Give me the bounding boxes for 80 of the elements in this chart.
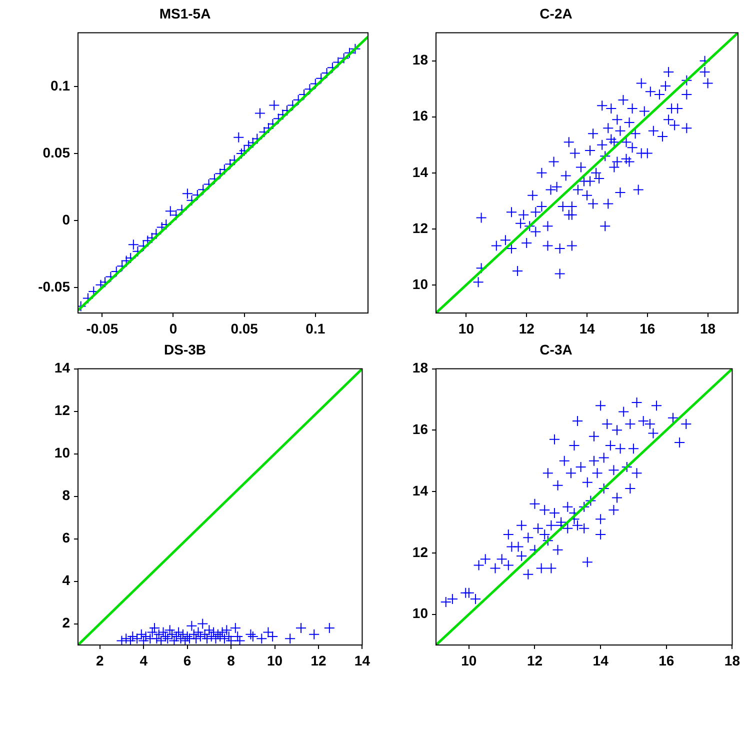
x-tick-label: 16 xyxy=(658,652,674,668)
x-tick-label: 6 xyxy=(183,652,192,668)
point xyxy=(304,84,316,95)
point xyxy=(252,133,263,144)
point xyxy=(238,145,250,156)
y-tick-label: 10 xyxy=(54,444,70,461)
point xyxy=(192,190,203,201)
y-tick-label: 4 xyxy=(62,572,70,588)
point xyxy=(82,292,94,304)
point xyxy=(350,43,361,54)
y-tick-label: 16 xyxy=(412,421,428,438)
point xyxy=(203,178,214,190)
point xyxy=(326,62,338,74)
x-tick-label: 8 xyxy=(227,652,236,668)
x-tick-label: 12 xyxy=(310,652,326,668)
y-tick-label: 12 xyxy=(412,544,428,560)
x-tick-label: 18 xyxy=(724,652,740,668)
point xyxy=(176,204,188,216)
chart-title: DS-3B xyxy=(164,341,206,358)
y-tick-label: 10 xyxy=(412,276,428,292)
x-tick-label: -0.05 xyxy=(86,320,118,336)
x-tick-label: 18 xyxy=(700,320,716,336)
point xyxy=(110,266,122,277)
point xyxy=(208,173,220,184)
x-tick-label: 12 xyxy=(526,652,543,668)
y-tick-label: 10 xyxy=(412,605,428,622)
x-tick-label: 10 xyxy=(458,320,474,336)
y-tick-label: 18 xyxy=(412,360,428,376)
x-tick-label: 10 xyxy=(461,652,477,668)
x-tick-label: 12 xyxy=(518,320,535,336)
y-tick-label: 6 xyxy=(62,530,70,546)
point xyxy=(228,154,240,166)
y-tick-label: 0 xyxy=(62,211,70,228)
y-tick-label: 8 xyxy=(62,487,70,504)
point xyxy=(160,219,172,230)
y-tick-label: 0.05 xyxy=(42,144,70,160)
point xyxy=(292,94,304,106)
x-tick-label: 4 xyxy=(140,652,148,668)
x-tick-label: 14 xyxy=(354,652,370,668)
point xyxy=(344,47,356,58)
y-tick-label: 18 xyxy=(412,52,428,68)
point xyxy=(310,78,321,90)
chart-title: C-2A xyxy=(540,5,572,22)
point xyxy=(146,232,158,244)
x-tick-label: 14 xyxy=(579,320,595,336)
point xyxy=(198,184,209,196)
x-tick-label: 2 xyxy=(96,652,104,668)
point xyxy=(125,252,136,264)
point xyxy=(138,240,149,252)
y-tick-label: 14 xyxy=(54,360,70,376)
y-tick-label: 0.1 xyxy=(50,77,70,94)
x-tick-label: 0.05 xyxy=(230,320,258,336)
y-tick-label: 2 xyxy=(62,614,70,631)
point xyxy=(254,108,266,119)
point xyxy=(338,52,350,64)
point xyxy=(268,100,280,111)
point xyxy=(233,132,244,143)
x-tick-label: 14 xyxy=(592,652,609,668)
point xyxy=(316,72,327,84)
point xyxy=(116,260,128,272)
y-tick-label: 14 xyxy=(412,482,428,498)
point xyxy=(298,88,310,100)
y-tick-label: 12 xyxy=(54,402,70,418)
point xyxy=(272,113,284,124)
point xyxy=(321,68,332,79)
chart-title: C-3A xyxy=(540,341,572,358)
point xyxy=(247,137,258,148)
chart-title: MS1-5A xyxy=(159,5,211,22)
y-tick-label: -0.05 xyxy=(38,278,70,294)
y-tick-label: 12 xyxy=(412,220,428,236)
x-tick-label: 10 xyxy=(266,652,283,668)
point xyxy=(332,56,344,68)
y-tick-label: 16 xyxy=(412,108,428,124)
y-tick-label: 14 xyxy=(412,164,428,180)
x-tick-label: 0 xyxy=(169,320,178,336)
point xyxy=(150,228,162,240)
point xyxy=(105,271,116,282)
x-tick-label: 16 xyxy=(640,320,656,336)
point xyxy=(100,276,111,288)
x-tick-label: 0.1 xyxy=(306,320,326,336)
